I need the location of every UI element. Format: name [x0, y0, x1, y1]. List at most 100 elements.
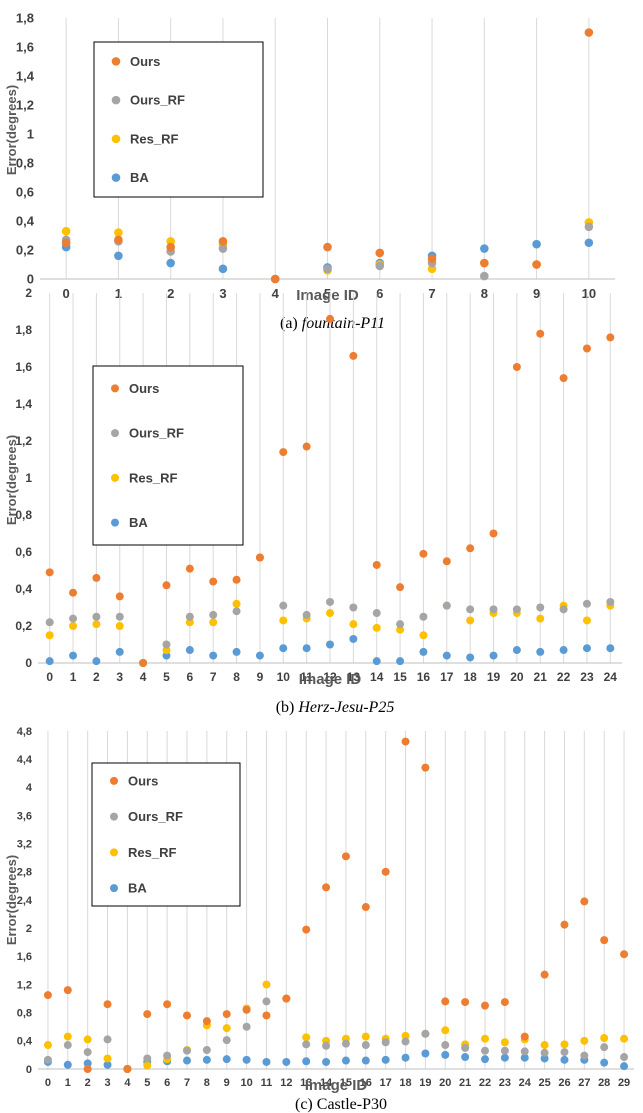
y-tick-label: 1: [25, 471, 32, 485]
x-tick-label: 8: [204, 1077, 210, 1089]
x-tick-label: 14: [320, 1077, 333, 1089]
data-point-ours-rf: [381, 1038, 390, 1047]
data-point-ours-rf: [349, 603, 358, 612]
y-axis-label: Error(degrees): [4, 85, 19, 175]
data-point-res-rf: [103, 1054, 112, 1063]
data-point-ba: [92, 657, 101, 666]
data-point-ba: [63, 1060, 72, 1069]
legend-marker: [111, 384, 119, 393]
data-point-ours: [481, 1001, 489, 1010]
data-point-ba: [242, 1055, 251, 1064]
data-point-ba: [115, 647, 124, 656]
data-point-ours-rf: [322, 1041, 331, 1050]
data-point-ours-rf: [92, 612, 101, 621]
x-tick-label: 19: [487, 670, 501, 684]
data-point-ba: [442, 651, 451, 660]
y-tick-label: 0,4: [15, 582, 32, 596]
x-tick-label: 10: [240, 1077, 252, 1089]
legend-label: Ours_RF: [128, 809, 183, 824]
x-axis-label: Image ID: [296, 287, 359, 304]
legend-marker: [111, 95, 121, 105]
caption-name: fountain-P11: [302, 315, 385, 332]
data-point-res-rf: [232, 599, 241, 608]
data-point-ba: [540, 1054, 549, 1063]
y-tick-label: 4: [26, 782, 33, 794]
y-tick-label: 0,4: [17, 1036, 33, 1048]
data-point-ours-rf: [302, 610, 311, 619]
x-tick-label: 12: [323, 670, 337, 684]
legend-label: Ours: [129, 381, 159, 396]
data-point-ours: [270, 274, 280, 284]
x-tick-label: 17: [380, 1077, 392, 1089]
x-tick-label: 5: [163, 670, 170, 684]
data-point-ours-rf: [103, 1035, 112, 1044]
data-point-ba: [559, 646, 568, 655]
data-point-ours-rf: [461, 1043, 470, 1052]
data-point-res-rf: [63, 1032, 72, 1041]
x-tick-label: 2: [93, 670, 100, 684]
x-tick-label: 17: [440, 670, 454, 684]
data-point-ours-rf: [185, 612, 194, 621]
data-point-res-rf: [115, 622, 124, 630]
x-tick-label: 8: [481, 286, 488, 301]
data-point-ours: [162, 581, 171, 590]
data-point-ours-rf: [606, 597, 615, 606]
data-point-ours-rf: [512, 605, 521, 614]
x-tick-label: 10: [582, 286, 596, 301]
x-tick-label: 22: [479, 1077, 491, 1089]
data-point-ours: [232, 575, 241, 584]
y-tick-label: 2: [25, 286, 32, 300]
data-point-ours: [341, 852, 350, 861]
x-tick-label: 19: [419, 1077, 431, 1089]
legend-marker: [111, 429, 119, 438]
x-tick-label: 7: [210, 670, 217, 684]
y-axis-label: Error(degrees): [4, 855, 19, 945]
x-tick-label: 29: [618, 1077, 630, 1089]
data-point-ours-rf: [441, 1041, 450, 1050]
data-point-ours: [489, 529, 498, 538]
x-tick-label: 20: [510, 670, 524, 684]
data-point-ba: [83, 1059, 92, 1068]
data-point-ours-rf: [115, 612, 124, 621]
chart-panel-2: 00,20,40,60,811,21,41,61,820 1 2 3 4 5 6 7 8 9 10 1…: [4, 286, 622, 716]
data-point-ours: [396, 583, 405, 592]
y-tick-label: 1,6: [15, 360, 32, 374]
data-point-res-rf: [361, 1032, 370, 1041]
data-point-res-rf: [620, 1034, 629, 1043]
data-point-ba: [361, 1056, 370, 1065]
y-tick-label: 1,4: [15, 397, 32, 411]
x-tick-label: 25: [538, 1077, 550, 1089]
legend-label: Ours_RF: [129, 426, 184, 441]
y-tick-label: 0: [25, 656, 32, 670]
data-point-res-rf: [162, 646, 171, 655]
caption-name: Herz-Jesu-P25: [297, 699, 394, 716]
legend-marker: [110, 776, 118, 785]
data-point-res-rf: [43, 1041, 52, 1050]
data-point-ours: [209, 577, 218, 586]
data-point-res-rf: [419, 631, 428, 640]
x-tick-label: 0: [63, 286, 70, 301]
data-point-ba: [421, 1049, 430, 1058]
data-point-ours: [242, 1005, 251, 1014]
data-point-ours: [584, 28, 594, 37]
legend-marker: [111, 134, 121, 144]
legend-box: [92, 365, 244, 546]
data-point-ours: [114, 235, 123, 245]
data-point-ours: [401, 737, 410, 746]
x-tick-label: 4: [124, 1077, 131, 1089]
data-point-ours-rf: [442, 601, 451, 610]
x-tick-label: 13: [300, 1077, 312, 1089]
x-tick-label: 6: [376, 286, 383, 301]
data-point-ours-rf: [45, 618, 54, 627]
data-point-ba: [222, 1055, 231, 1064]
legend-marker: [111, 57, 121, 66]
data-point-ours-rf: [163, 1051, 172, 1060]
data-point-ba: [166, 258, 175, 268]
legend-label: Ours: [130, 54, 160, 69]
data-point-ba: [419, 647, 428, 656]
data-point-ours-rf: [341, 1039, 350, 1048]
data-point-res-rf: [209, 618, 218, 627]
data-point-ours-rf: [202, 1045, 211, 1054]
data-point-ours: [480, 258, 489, 268]
